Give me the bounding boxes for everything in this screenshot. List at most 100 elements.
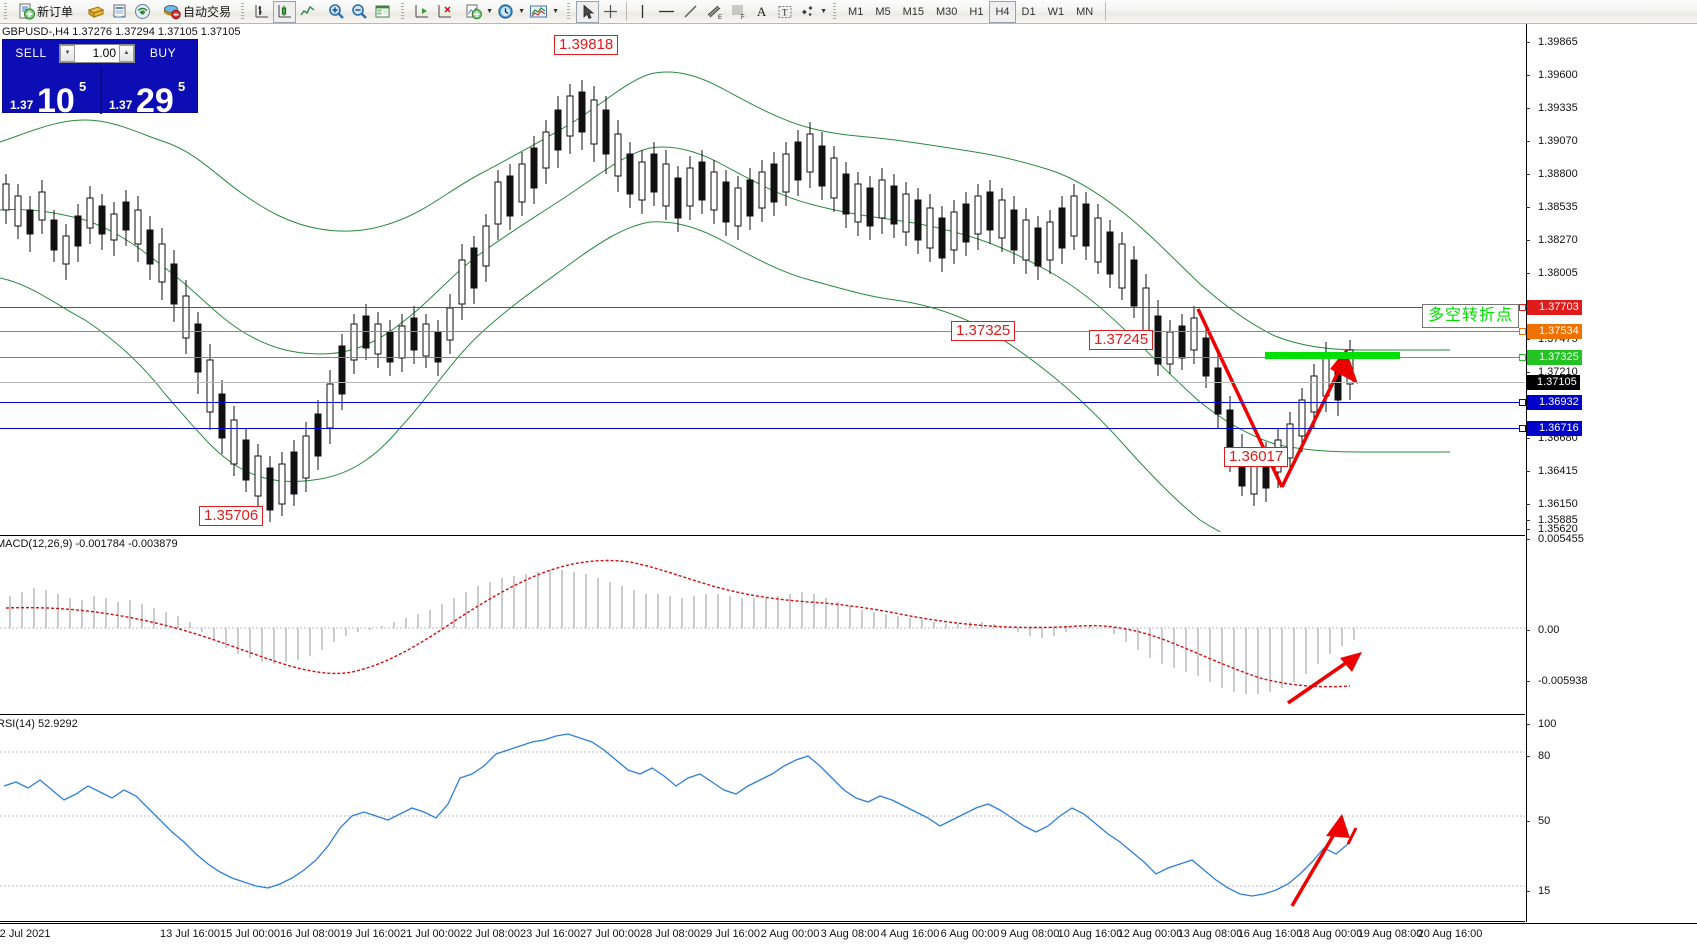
navigator-icon[interactable] [131, 1, 154, 23]
toolbar-grip-2[interactable] [240, 2, 248, 21]
resistance-line-2[interactable] [0, 328, 1526, 335]
zoom-out-icon[interactable] [348, 1, 371, 23]
pivot-label[interactable]: 1.37245 [1089, 330, 1154, 350]
timeframe-h1[interactable]: H1 [969, 5, 984, 18]
support-tag-green[interactable]: 1.37325 [1527, 350, 1582, 365]
swing-high-label[interactable]: 1.39818 [554, 35, 619, 55]
buy-button[interactable]: BUY [149, 46, 177, 60]
resistance-label[interactable]: 1.37325 [951, 321, 1016, 341]
time-tick: 15 Jul 00:00 [220, 928, 280, 940]
reversal-low-label[interactable]: 1.36017 [1224, 447, 1289, 467]
templates-dropdown-caret[interactable]: ▼ [552, 8, 559, 15]
vertical-line-icon[interactable] [631, 1, 654, 23]
buy-price[interactable]: 1.37 29 5 [102, 67, 199, 118]
timeframe-d1[interactable]: D1 [1021, 5, 1036, 18]
time-tick: 12 Jul 2021 [0, 928, 51, 940]
timeframe-m5[interactable]: M5 [875, 5, 891, 18]
trendline-icon[interactable] [679, 1, 702, 23]
templates-icon[interactable] [526, 1, 551, 23]
symbol-ohlc-label: GBPUSD-,H4 1.37276 1.37294 1.37105 1.371… [2, 26, 241, 38]
one-click-trading-panel[interactable]: SELL ▼ 1.00 ▲ BUY 1.37 10 5 [2, 39, 199, 118]
autotrading-button[interactable]: 自动交易 [160, 1, 234, 23]
price-tick: 1.35885 [1526, 514, 1697, 527]
buy-price-main: 29 [136, 82, 174, 120]
macd-pane[interactable]: MACD(12,26,9) -0.001784 -0.003879 [0, 535, 1525, 715]
horizontal-line-icon[interactable] [654, 1, 679, 23]
indicators-dropdown-caret[interactable]: ▼ [486, 8, 493, 15]
bar-chart-icon[interactable] [250, 1, 273, 23]
rsi-tick: 15 [1526, 885, 1697, 898]
time-tick: 16 Aug 16:00 [1237, 928, 1303, 940]
chart-container[interactable]: GBPUSD-,H4 1.37276 1.37294 1.37105 1.371… [0, 24, 1697, 947]
turning-point-label[interactable]: 多空转折点 [1422, 304, 1520, 328]
auto-scroll-icon[interactable] [433, 1, 456, 23]
toolbar-grip[interactable] [3, 2, 10, 21]
support-tag-blue-2[interactable]: 1.36716 [1527, 421, 1582, 436]
sell-button[interactable]: SELL [15, 46, 47, 60]
timeframe-m1[interactable]: M1 [848, 5, 864, 18]
green-highlight-zone[interactable] [1265, 352, 1400, 359]
rsi-pane[interactable]: RSI(14) 52.9292 [0, 716, 1525, 922]
text-label-icon[interactable]: T [773, 1, 796, 23]
swing-low-label[interactable]: 1.35706 [199, 506, 264, 526]
new-order-button[interactable]: 新订单 [13, 1, 76, 23]
price-tick: 1.36415 [1526, 465, 1697, 478]
time-tick: 2 Aug 00:00 [760, 928, 820, 940]
toolbar-grip-4[interactable] [566, 2, 574, 21]
fibonacci-icon[interactable]: F [727, 1, 750, 23]
timeframe-w1[interactable]: W1 [1047, 5, 1065, 18]
macd-tick: -0.005938 [1526, 675, 1697, 688]
time-tick: 10 Aug 16:00 [1057, 928, 1123, 940]
rsi-tick: 50 [1526, 815, 1697, 828]
zoom-in-icon[interactable] [325, 1, 348, 23]
support-line-blue-2[interactable] [0, 425, 1526, 432]
support-tag-blue-1[interactable]: 1.36932 [1527, 395, 1582, 410]
timeframe-m15[interactable]: M15 [902, 5, 924, 18]
resistance-tag-2[interactable]: 1.37534 [1527, 324, 1582, 339]
support-line-blue-1[interactable] [0, 399, 1526, 406]
time-tick: 28 Jul 08:00 [640, 928, 700, 940]
volume-input[interactable]: ▼ 1.00 ▲ [59, 43, 135, 63]
time-tick: 13 Aug 08:00 [1177, 928, 1243, 940]
candlestick-chart-icon[interactable] [273, 0, 297, 23]
indicators-icon[interactable] [462, 1, 485, 23]
price-tick: 1.36150 [1526, 498, 1697, 511]
sell-price[interactable]: 1.37 10 5 [3, 67, 100, 118]
data-window-icon[interactable] [108, 1, 131, 23]
resistance-tag-1[interactable]: 1.37703 [1527, 300, 1582, 315]
price-scale[interactable]: 1.39865 1.39600 1.39335 1.39070 1.38800 … [1526, 24, 1697, 922]
toolbar-grip-3[interactable] [400, 2, 408, 21]
cursor-icon[interactable] [576, 0, 600, 23]
periods-icon[interactable] [494, 1, 517, 23]
macd-histogram [9, 570, 1355, 694]
resistance-line-1[interactable] [0, 304, 1526, 311]
support-line-green[interactable] [0, 354, 1526, 361]
line-chart-icon[interactable] [296, 1, 319, 23]
shapes-dropdown-caret[interactable]: ▼ [820, 8, 827, 15]
price-pane[interactable]: GBPUSD-,H4 1.37276 1.37294 1.37105 1.371… [0, 24, 1526, 532]
toolbar-grip-5[interactable] [832, 2, 840, 21]
volume-decrement-button[interactable]: ▼ [60, 44, 75, 62]
terminal-icon[interactable] [84, 1, 108, 23]
time-tick: 16 Jul 08:00 [280, 928, 340, 940]
price-chart-svg [0, 71, 1450, 532]
chart-shift-icon[interactable] [410, 1, 433, 23]
time-axis[interactable]: 12 Jul 2021 13 Jul 16:00 15 Jul 00:00 16… [0, 923, 1697, 947]
crosshair-icon[interactable] [599, 1, 622, 23]
timeframe-h4[interactable]: H4 [989, 0, 1016, 23]
macd-chart-svg [0, 559, 1525, 705]
timeframe-m30[interactable]: M30 [936, 5, 958, 18]
chart-grid-icon[interactable] [371, 1, 394, 23]
svg-text:F: F [741, 15, 745, 20]
timeframe-mn[interactable]: MN [1076, 5, 1094, 18]
new-order-label: 新订单 [37, 5, 74, 19]
equidistant-channel-icon[interactable]: E [702, 1, 727, 23]
time-tick: 20 Aug 16:00 [1417, 928, 1483, 940]
volume-increment-button[interactable]: ▲ [119, 44, 134, 62]
text-icon[interactable]: A [756, 3, 767, 19]
toolbar-separator-1 [626, 2, 628, 21]
periods-dropdown-caret[interactable]: ▼ [518, 8, 525, 15]
time-tick: 27 Jul 00:00 [580, 928, 640, 940]
sell-price-prefix: 1.37 [10, 98, 34, 112]
shapes-icon[interactable] [796, 1, 819, 23]
